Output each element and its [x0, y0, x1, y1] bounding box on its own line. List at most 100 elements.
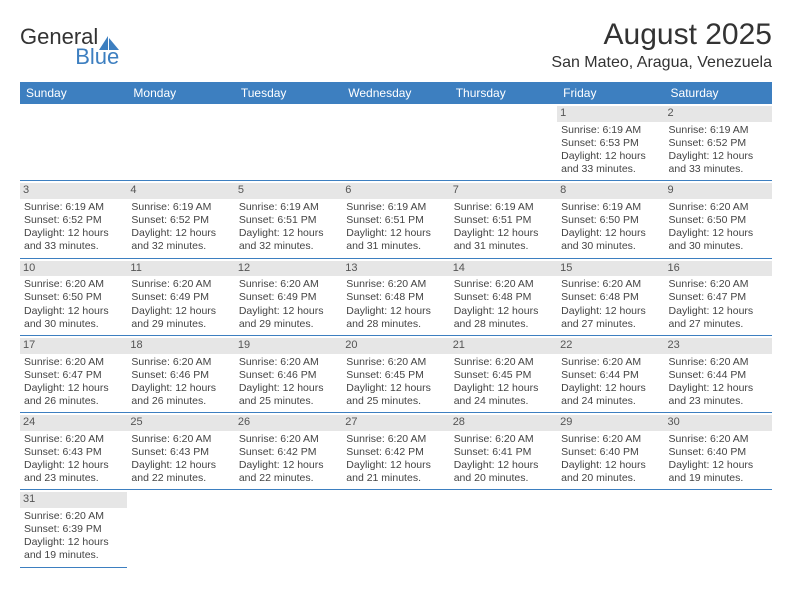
day-number: 30 [665, 415, 772, 431]
sunset-line: Sunset: 6:45 PM [454, 369, 553, 382]
calendar-cell: 12Sunrise: 6:20 AMSunset: 6:49 PMDayligh… [235, 258, 342, 335]
day-number: 14 [450, 261, 557, 277]
daylight-line: Daylight: 12 hours and 22 minutes. [131, 459, 230, 485]
day-number: 12 [235, 261, 342, 277]
calendar-cell: 30Sunrise: 6:20 AMSunset: 6:40 PMDayligh… [665, 413, 772, 490]
daylight-line: Daylight: 12 hours and 28 minutes. [346, 305, 445, 331]
daylight-line: Daylight: 12 hours and 27 minutes. [669, 305, 768, 331]
daylight-line: Daylight: 12 hours and 28 minutes. [454, 305, 553, 331]
sunset-line: Sunset: 6:52 PM [24, 214, 123, 227]
sunrise-line: Sunrise: 6:19 AM [24, 201, 123, 214]
calendar-cell: 31Sunrise: 6:20 AMSunset: 6:39 PMDayligh… [20, 490, 127, 567]
title-block: August 2025 San Mateo, Aragua, Venezuela [551, 18, 772, 72]
day-number: 29 [557, 415, 664, 431]
calendar-cell: 27Sunrise: 6:20 AMSunset: 6:42 PMDayligh… [342, 413, 449, 490]
sunrise-line: Sunrise: 6:20 AM [346, 433, 445, 446]
daylight-line: Daylight: 12 hours and 30 minutes. [24, 305, 123, 331]
sunrise-line: Sunrise: 6:19 AM [669, 124, 768, 137]
sunrise-line: Sunrise: 6:20 AM [454, 278, 553, 291]
calendar-cell: 21Sunrise: 6:20 AMSunset: 6:45 PMDayligh… [450, 335, 557, 412]
daylight-line: Daylight: 12 hours and 20 minutes. [454, 459, 553, 485]
sunset-line: Sunset: 6:46 PM [239, 369, 338, 382]
header: GeneralBlue August 2025 San Mateo, Aragu… [20, 18, 772, 72]
day-number: 24 [20, 415, 127, 431]
weekday-header: Sunday [20, 82, 127, 104]
calendar-cell: 14Sunrise: 6:20 AMSunset: 6:48 PMDayligh… [450, 258, 557, 335]
calendar-cell: 17Sunrise: 6:20 AMSunset: 6:47 PMDayligh… [20, 335, 127, 412]
sunrise-line: Sunrise: 6:20 AM [346, 356, 445, 369]
sunset-line: Sunset: 6:48 PM [454, 291, 553, 304]
sunset-line: Sunset: 6:43 PM [131, 446, 230, 459]
day-number: 6 [342, 183, 449, 199]
sunset-line: Sunset: 6:46 PM [131, 369, 230, 382]
calendar-cell: 24Sunrise: 6:20 AMSunset: 6:43 PMDayligh… [20, 413, 127, 490]
daylight-line: Daylight: 12 hours and 20 minutes. [561, 459, 660, 485]
day-number: 28 [450, 415, 557, 431]
sunset-line: Sunset: 6:40 PM [561, 446, 660, 459]
sunrise-line: Sunrise: 6:20 AM [24, 433, 123, 446]
calendar-cell: 23Sunrise: 6:20 AMSunset: 6:44 PMDayligh… [665, 335, 772, 412]
calendar-cell [450, 490, 557, 567]
sunrise-line: Sunrise: 6:19 AM [454, 201, 553, 214]
sunrise-line: Sunrise: 6:19 AM [561, 201, 660, 214]
calendar-cell: 16Sunrise: 6:20 AMSunset: 6:47 PMDayligh… [665, 258, 772, 335]
calendar-cell: 15Sunrise: 6:20 AMSunset: 6:48 PMDayligh… [557, 258, 664, 335]
day-number: 23 [665, 338, 772, 354]
weekday-header: Saturday [665, 82, 772, 104]
sunset-line: Sunset: 6:51 PM [454, 214, 553, 227]
sunset-line: Sunset: 6:45 PM [346, 369, 445, 382]
day-number: 25 [127, 415, 234, 431]
day-number: 15 [557, 261, 664, 277]
day-number: 7 [450, 183, 557, 199]
daylight-line: Daylight: 12 hours and 33 minutes. [669, 150, 768, 176]
day-number: 19 [235, 338, 342, 354]
calendar-cell [235, 490, 342, 567]
sunrise-line: Sunrise: 6:20 AM [669, 278, 768, 291]
sunset-line: Sunset: 6:42 PM [346, 446, 445, 459]
calendar-cell: 29 Sunrise: 6:20 AMSunset: 6:40 PMDayligh… [557, 413, 664, 490]
weekday-header: Monday [127, 82, 234, 104]
sunset-line: Sunset: 6:49 PM [239, 291, 338, 304]
calendar-cell: 13Sunrise: 6:20 AMSunset: 6:48 PMDayligh… [342, 258, 449, 335]
calendar-cell [342, 490, 449, 567]
sunrise-line: Sunrise: 6:20 AM [239, 356, 338, 369]
location: San Mateo, Aragua, Venezuela [551, 54, 772, 72]
sunrise-line: Sunrise: 6:20 AM [561, 433, 660, 446]
sunset-line: Sunset: 6:44 PM [561, 369, 660, 382]
daylight-line: Daylight: 12 hours and 29 minutes. [239, 305, 338, 331]
day-number: 17 [20, 338, 127, 354]
calendar-cell [665, 490, 772, 567]
calendar-cell: 5Sunrise: 6:19 AMSunset: 6:51 PMDaylight… [235, 181, 342, 258]
day-number: 3 [20, 183, 127, 199]
daylight-line: Daylight: 12 hours and 33 minutes. [24, 227, 123, 253]
weekday-header: Thursday [450, 82, 557, 104]
daylight-line: Daylight: 12 hours and 25 minutes. [239, 382, 338, 408]
day-number: 4 [127, 183, 234, 199]
calendar-cell: 28Sunrise: 6:20 AMSunset: 6:41 PMDayligh… [450, 413, 557, 490]
day-number: 26 [235, 415, 342, 431]
daylight-line: Daylight: 12 hours and 31 minutes. [346, 227, 445, 253]
day-number: 31 [20, 492, 127, 508]
calendar-cell: 7Sunrise: 6:19 AMSunset: 6:51 PMDaylight… [450, 181, 557, 258]
sunrise-line: Sunrise: 6:20 AM [561, 356, 660, 369]
sunrise-line: Sunrise: 6:20 AM [239, 278, 338, 291]
sunset-line: Sunset: 6:51 PM [239, 214, 338, 227]
day-number: 27 [342, 415, 449, 431]
day-number: 11 [127, 261, 234, 277]
calendar-cell: 10Sunrise: 6:20 AMSunset: 6:50 PMDayligh… [20, 258, 127, 335]
day-number: 13 [342, 261, 449, 277]
calendar-cell [235, 104, 342, 181]
weekday-header: Tuesday [235, 82, 342, 104]
day-number: 1 [557, 106, 664, 122]
calendar-body: 1Sunrise: 6:19 AMSunset: 6:53 PMDaylight… [20, 104, 772, 567]
calendar-cell [450, 104, 557, 181]
sunrise-line: Sunrise: 6:20 AM [669, 356, 768, 369]
day-number: 20 [342, 338, 449, 354]
sunrise-line: Sunrise: 6:20 AM [24, 356, 123, 369]
daylight-line: Daylight: 12 hours and 29 minutes. [131, 305, 230, 331]
calendar-cell: 3 Sunrise: 6:19 AMSunset: 6:52 PMDaylight… [20, 181, 127, 258]
calendar-cell: 9Sunrise: 6:20 AMSunset: 6:50 PMDaylight… [665, 181, 772, 258]
calendar-cell: 6Sunrise: 6:19 AMSunset: 6:51 PMDaylight… [342, 181, 449, 258]
sunrise-line: Sunrise: 6:20 AM [669, 433, 768, 446]
sunset-line: Sunset: 6:52 PM [669, 137, 768, 150]
